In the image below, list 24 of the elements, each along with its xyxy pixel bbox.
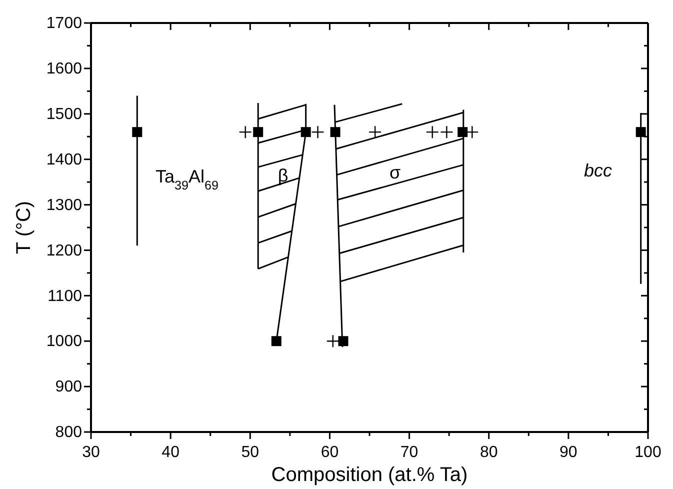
x-tick-label: 80 bbox=[480, 444, 498, 461]
y-tick-label: 1600 bbox=[46, 60, 82, 78]
y-tick-label: 900 bbox=[55, 378, 82, 396]
y-tick-label: 1200 bbox=[46, 242, 82, 260]
annotation: bcc bbox=[584, 160, 612, 180]
annotation: Ta$_{39}$Al$_{69}$ bbox=[155, 166, 219, 192]
y-tick-label: 1700 bbox=[46, 15, 82, 32]
y-axis-title: T (°C) bbox=[13, 200, 35, 254]
x-tick-label: 90 bbox=[560, 444, 578, 461]
y-tick-label: 1400 bbox=[46, 151, 82, 168]
y-tick-label: 1300 bbox=[46, 196, 82, 214]
y-tick-label: 1100 bbox=[48, 288, 82, 305]
y-tick-label: 1500 bbox=[46, 106, 82, 124]
x-tick-label: 60 bbox=[320, 444, 339, 461]
annotation: β bbox=[278, 165, 288, 186]
y-tick-label: 1000 bbox=[46, 333, 82, 350]
x-tick-label: 30 bbox=[82, 444, 100, 461]
x-axis-title: Composition (at.% Ta) bbox=[271, 464, 468, 486]
x-tick-label: 100 bbox=[634, 444, 662, 461]
x-tick-label: 70 bbox=[400, 444, 418, 461]
annotation: σ bbox=[389, 162, 401, 182]
x-tick-label: 40 bbox=[162, 444, 180, 461]
y-tick-label: 800 bbox=[55, 424, 82, 442]
x-tick-label: 50 bbox=[241, 444, 260, 461]
